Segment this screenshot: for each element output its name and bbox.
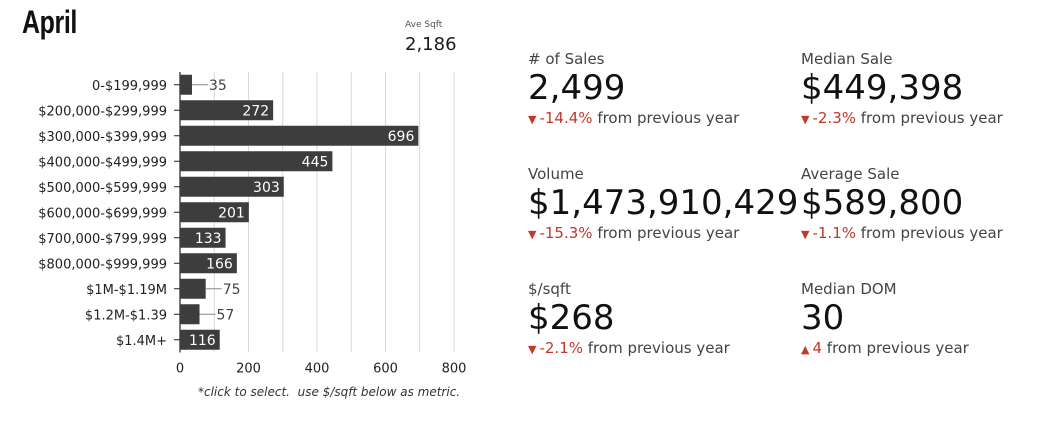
arrow-down-icon: ▼ bbox=[528, 343, 537, 356]
stat-label: Average Sale bbox=[801, 165, 900, 183]
stat-value: 2,499 bbox=[528, 68, 626, 108]
bar bbox=[180, 74, 192, 95]
stat-delta: -1.1% bbox=[812, 224, 856, 242]
stat-volume: Volume $1,473,910,429 ▼ -15.3% from previ… bbox=[528, 165, 798, 245]
bar bbox=[180, 100, 274, 121]
stat-delta: -15.3% bbox=[539, 224, 593, 242]
data-label: 303 bbox=[253, 180, 280, 196]
stat-number-of-sales: # of Sales 2,499 ▼ -14.4% from previous y… bbox=[528, 50, 739, 130]
bar bbox=[180, 253, 237, 274]
stat-suffix: from previous year bbox=[592, 224, 740, 242]
stat-suffix: from previous year bbox=[592, 109, 740, 127]
category-label: $1M-$1.19M bbox=[86, 283, 167, 298]
stat-label: Median Sale bbox=[801, 50, 893, 68]
x-tick-label: 0 bbox=[176, 362, 184, 377]
data-label: 272 bbox=[242, 103, 269, 119]
arrow-up-icon: ▲ bbox=[801, 343, 810, 356]
x-tick-label: 600 bbox=[373, 362, 398, 377]
stat-suffix: from previous year bbox=[583, 339, 730, 357]
x-tick-label: 200 bbox=[236, 362, 261, 377]
stat-price-per-sqft: $/sqft $268 ▼ -2.1% from previous year bbox=[528, 280, 730, 360]
stat-value: 30 bbox=[801, 298, 845, 338]
category-label: $1.4M+ bbox=[116, 334, 167, 349]
bar bbox=[180, 227, 226, 248]
data-label: 116 bbox=[189, 333, 216, 349]
stat-suffix: from previous year bbox=[856, 224, 1003, 242]
arrow-down-icon: ▼ bbox=[528, 228, 537, 241]
arrow-down-icon: ▼ bbox=[528, 113, 537, 126]
stat-change: ▼ -14.4% from previous year bbox=[528, 108, 739, 130]
stat-label: Median DOM bbox=[801, 280, 897, 298]
arrow-down-icon: ▼ bbox=[801, 113, 810, 126]
stat-average-sale: Average Sale $589,800 ▼ -1.1% from previo… bbox=[801, 165, 1003, 245]
bar bbox=[180, 278, 206, 299]
stat-value: $449,398 bbox=[801, 68, 964, 108]
bar bbox=[180, 202, 249, 223]
stat-value: $1,473,910,429 bbox=[528, 183, 799, 223]
category-label: $300,000-$399,999 bbox=[38, 130, 167, 145]
page-title: April bbox=[22, 4, 77, 40]
category-label: $200,000-$299,999 bbox=[38, 104, 167, 119]
ave-sqft-value: 2,186 bbox=[405, 34, 457, 55]
data-label: 445 bbox=[302, 154, 329, 170]
stat-delta: 4 bbox=[812, 339, 823, 357]
stat-delta: -2.3% bbox=[812, 109, 856, 127]
stat-delta: -2.1% bbox=[539, 339, 583, 357]
stat-value: $268 bbox=[528, 298, 615, 338]
data-label: 35 bbox=[209, 78, 227, 94]
x-tick-label: 400 bbox=[305, 362, 330, 377]
category-label: 0-$199,999 bbox=[92, 79, 167, 94]
chart-footnote: *click to select. use $/sqft below as me… bbox=[198, 385, 461, 399]
bar bbox=[180, 151, 333, 172]
data-label: 75 bbox=[223, 282, 241, 298]
stat-label: # of Sales bbox=[528, 50, 605, 68]
stat-change: ▼ -15.3% from previous year bbox=[528, 223, 798, 245]
category-label: $600,000-$699,999 bbox=[38, 206, 167, 221]
stat-value: $589,800 bbox=[801, 183, 964, 223]
stat-suffix: from previous year bbox=[856, 109, 1003, 127]
arrow-down-icon: ▼ bbox=[801, 228, 810, 241]
stat-suffix: from previous year bbox=[822, 339, 969, 357]
data-label: 696 bbox=[388, 129, 415, 145]
bar bbox=[180, 304, 200, 325]
price-range-bar-chart: 0 200 400 600 800 0-$199,999 35 $200,000-$299,9… bbox=[38, 72, 467, 377]
data-label: 166 bbox=[206, 256, 233, 272]
category-label: $700,000-$799,999 bbox=[38, 232, 167, 247]
stat-change: ▼ -1.1% from previous year bbox=[801, 223, 1003, 245]
stat-change: ▲ 4 from previous year bbox=[801, 338, 969, 360]
stat-median-sale: Median Sale $449,398 ▼ -2.3% from previou… bbox=[801, 50, 1003, 130]
stat-median-dom: Median DOM 30 ▲ 4 from previous year bbox=[801, 280, 969, 360]
category-label: $800,000-$999,999 bbox=[38, 257, 167, 272]
stat-label: $/sqft bbox=[528, 280, 571, 298]
data-label: 201 bbox=[218, 205, 245, 221]
category-label: $500,000-$599,999 bbox=[38, 181, 167, 196]
stat-change: ▼ -2.3% from previous year bbox=[801, 108, 1003, 130]
bar bbox=[180, 176, 284, 197]
ave-sqft-label: Ave Sqft bbox=[405, 20, 443, 30]
data-label: 57 bbox=[217, 307, 235, 323]
data-label: 133 bbox=[195, 231, 222, 247]
stat-change: ▼ -2.1% from previous year bbox=[528, 338, 730, 360]
stat-delta: -14.4% bbox=[539, 109, 593, 127]
bar bbox=[180, 125, 419, 146]
stat-label: Volume bbox=[528, 165, 584, 183]
category-label: $1.2M-$1.39 bbox=[85, 308, 167, 323]
bar bbox=[180, 329, 220, 350]
x-tick-label: 800 bbox=[442, 362, 467, 377]
category-label: $400,000-$499,999 bbox=[38, 155, 167, 170]
